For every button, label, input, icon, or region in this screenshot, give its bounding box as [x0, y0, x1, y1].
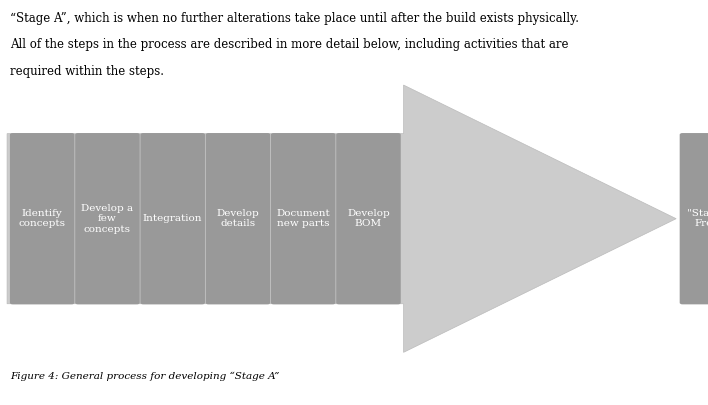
FancyBboxPatch shape — [205, 133, 270, 305]
Text: Integration: Integration — [143, 214, 202, 223]
Text: All of the steps in the process are described in more detail below, including ac: All of the steps in the process are desc… — [10, 38, 569, 51]
Text: Document
new parts: Document new parts — [276, 209, 330, 228]
Text: Identify
concepts: Identify concepts — [18, 209, 66, 228]
FancyBboxPatch shape — [140, 133, 205, 305]
Text: “Stage A”, which is when no further alterations take place until after the build: “Stage A”, which is when no further alte… — [10, 12, 579, 25]
FancyBboxPatch shape — [271, 133, 336, 305]
FancyBboxPatch shape — [10, 133, 74, 305]
Text: Develop
details: Develop details — [217, 209, 259, 228]
Polygon shape — [7, 85, 676, 352]
Text: Develop
BOM: Develop BOM — [347, 209, 390, 228]
FancyBboxPatch shape — [680, 133, 708, 305]
Text: required within the steps.: required within the steps. — [10, 65, 164, 78]
Text: Develop a
few
concepts: Develop a few concepts — [81, 204, 134, 234]
FancyBboxPatch shape — [336, 133, 401, 305]
Text: "Stage A"
Freeze: "Stage A" Freeze — [687, 209, 708, 228]
Text: Figure 4: General process for developing “Stage A”: Figure 4: General process for developing… — [10, 371, 279, 381]
FancyBboxPatch shape — [75, 133, 139, 305]
